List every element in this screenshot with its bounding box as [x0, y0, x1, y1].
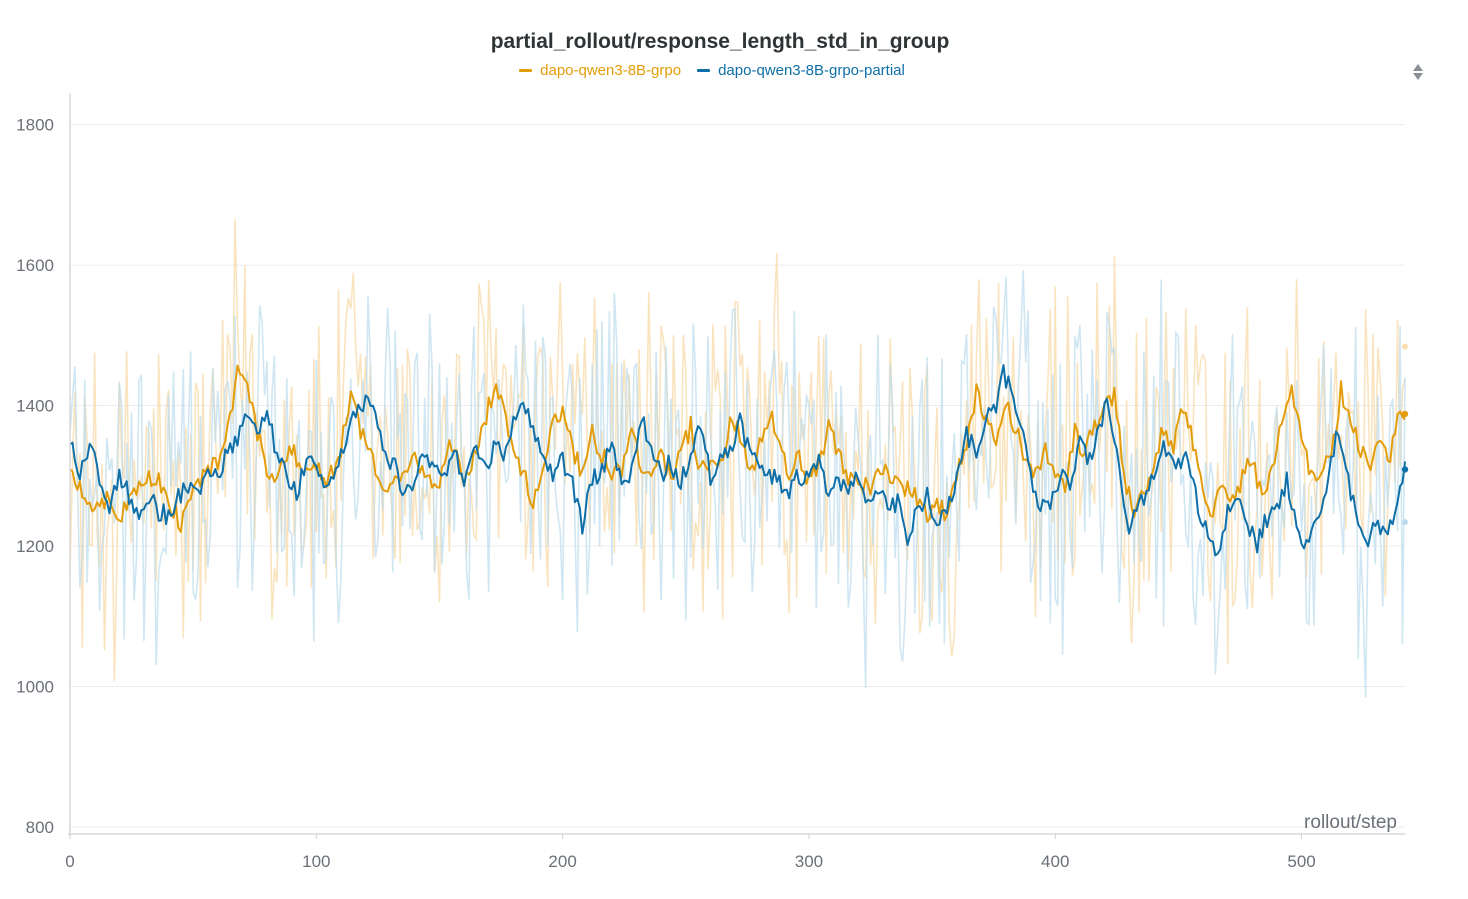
- legend-label-grpo-partial: dapo-qwen3-8B-grpo-partial: [718, 62, 905, 79]
- legend-swatch-grpo: [519, 69, 533, 72]
- legend: dapo-qwen3-8B-grpo dapo-qwen3-8B-grpo-pa…: [0, 62, 1424, 79]
- end-point-raw-grpo-partial: [1402, 519, 1408, 526]
- end-point-smoothed-grpo-partial: [1401, 466, 1409, 473]
- raw-line-grpo: [69, 219, 1406, 682]
- legend-swatch-grpo-partial: [697, 69, 711, 72]
- end-point-raw-grpo: [1402, 343, 1408, 350]
- raw-series-layer: [69, 219, 1406, 698]
- x-tick-label-500: 500: [1287, 852, 1315, 871]
- y-tick-label-800: 800: [26, 818, 54, 837]
- end-point-smoothed-grpo: [1401, 410, 1409, 418]
- x-tick-label-300: 300: [795, 852, 823, 871]
- axes: 800 1000 1200 1400 1600 1800 0 100 200 300 400 500: [16, 93, 1405, 871]
- chart-title: partial_rollout/response_length_std_in_g…: [490, 30, 950, 53]
- smoothed-series-layer: [69, 343, 1409, 557]
- y-tick-label-1600: 1600: [16, 256, 54, 275]
- x-tick-label-400: 400: [1041, 852, 1069, 871]
- x-tick-label-200: 200: [548, 852, 576, 871]
- x-tick-label-0: 0: [65, 852, 74, 871]
- x-tick-label-100: 100: [302, 852, 330, 871]
- legend-label-grpo: dapo-qwen3-8B-grpo: [540, 62, 682, 79]
- smoothed-line-grpo-partial[interactable]: [69, 364, 1406, 557]
- sort-icon[interactable]: [1409, 62, 1427, 82]
- legend-item-grpo[interactable]: dapo-qwen3-8B-grpo: [519, 62, 681, 79]
- x-axis-label: rollout/step: [1304, 812, 1397, 833]
- y-tick-label-1000: 1000: [16, 678, 54, 697]
- raw-line-grpo-partial: [69, 270, 1406, 698]
- y-tick-label-1800: 1800: [16, 116, 54, 135]
- y-tick-label-1200: 1200: [16, 537, 54, 556]
- y-tick-label-1400: 1400: [16, 397, 54, 416]
- legend-item-grpo-partial[interactable]: dapo-qwen3-8B-grpo-partial: [697, 62, 905, 79]
